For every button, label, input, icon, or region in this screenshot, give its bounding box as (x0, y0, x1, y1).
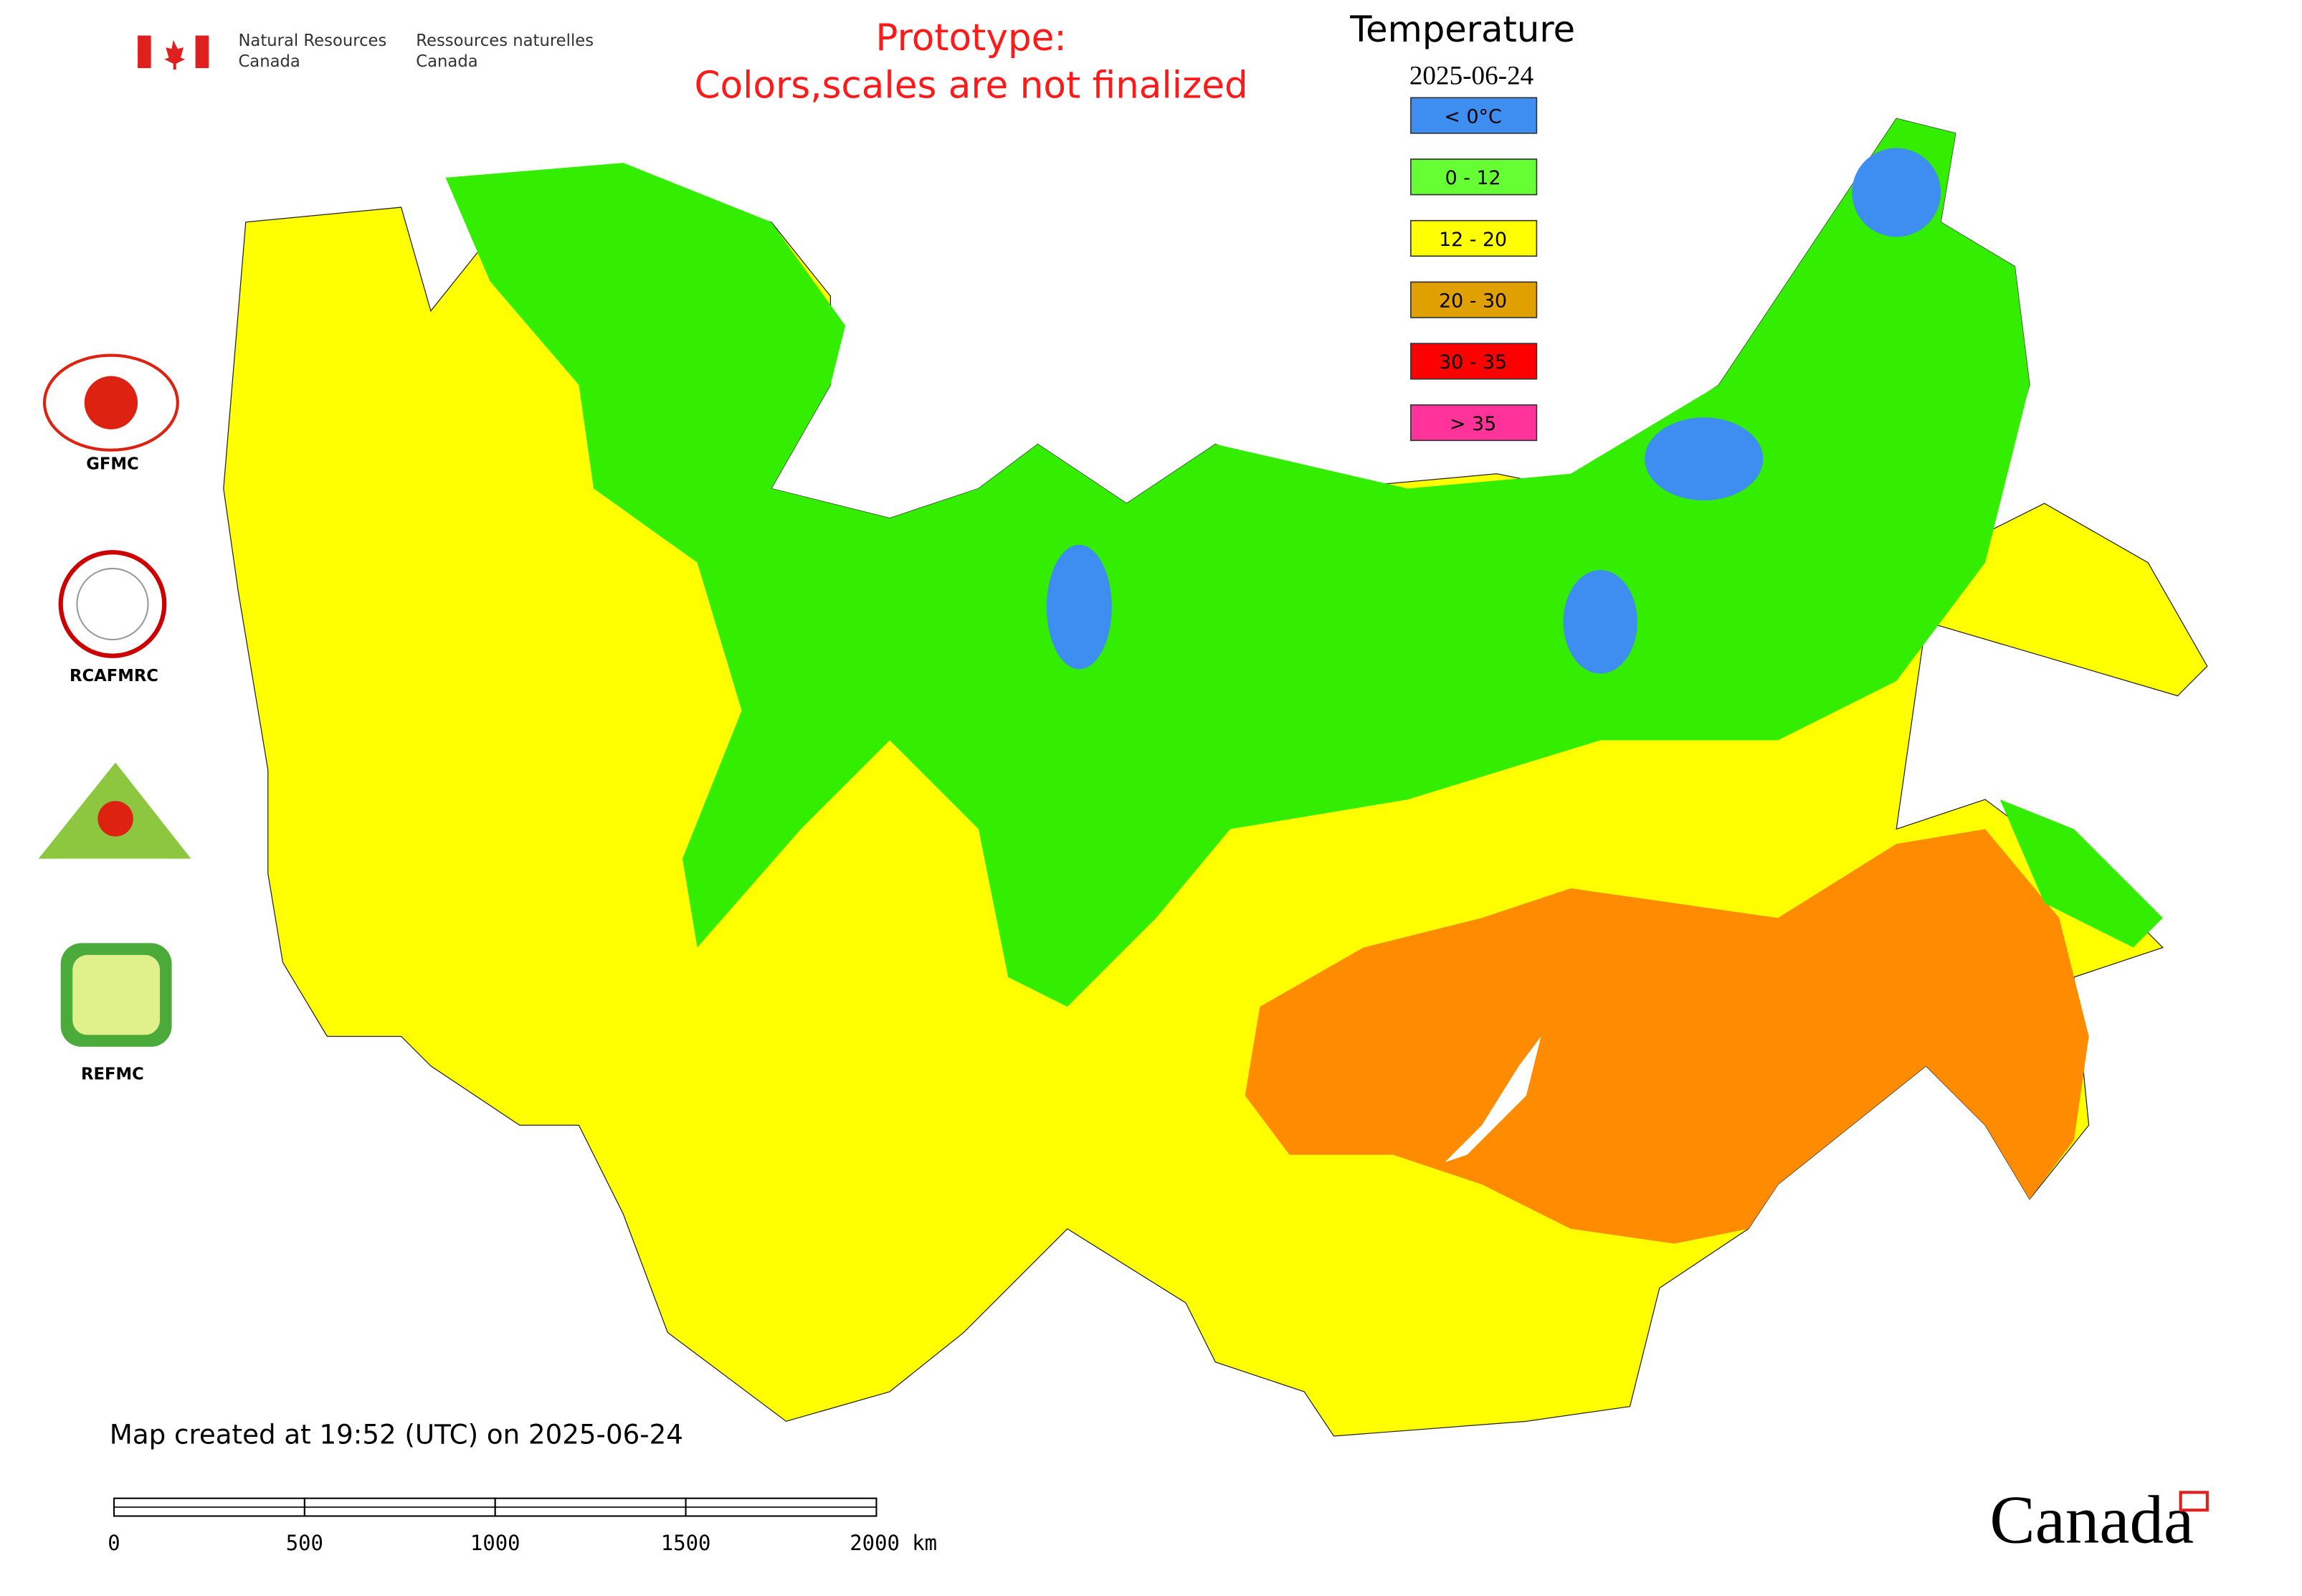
notice: Colors,scales are not finalized (694, 64, 1247, 107)
logo-label: RCAFMRC (70, 667, 158, 685)
legend-title: Temperature (1349, 9, 1575, 50)
scale-bar: 0 500 1000 1500 2000 km (108, 1497, 937, 1555)
dept-en: Natural Resources (238, 32, 386, 50)
legend-label: 30 - 35 (1439, 351, 1507, 374)
logo-label: GFMC (86, 455, 138, 474)
map (223, 118, 2208, 1437)
logo-label: REFMC (81, 1065, 144, 1083)
legend-label: > 35 (1450, 413, 1496, 435)
notice: Prototype: (875, 16, 1066, 60)
legend-label: < 0°C (1445, 105, 1502, 128)
dept-en: Canada (238, 52, 300, 71)
canada-wordmark: Canada (1989, 1482, 2194, 1558)
dept-fr: Ressources naturelles (416, 32, 594, 50)
legend-date: 2025-06-24 (1409, 62, 1533, 91)
legend-swatch (1410, 158, 1538, 196)
logo-reefmc (38, 762, 191, 859)
logo-refmc (60, 943, 172, 1047)
logo-gfmc (42, 353, 179, 452)
region-0-12 (1999, 799, 2163, 948)
scale-label: 0 (108, 1531, 120, 1555)
lake-baikal (1445, 1036, 1541, 1162)
scale-label: 1000 (470, 1531, 520, 1555)
region-0-12 (445, 118, 2030, 1007)
legend-swatch (1410, 97, 1538, 134)
legend-swatch (1410, 219, 1538, 257)
canada-flag (138, 35, 209, 70)
region-below-0 (1046, 544, 1112, 670)
wordmark-flag (2179, 1491, 2209, 1512)
created-note: Map created at 19:52 (UTC) on 2025-06-24 (110, 1419, 683, 1450)
dept-fr: Canada (416, 52, 477, 71)
legend-label: 0 - 12 (1445, 167, 1501, 189)
region-below-0 (1645, 417, 1764, 500)
legend-swatch (1410, 281, 1538, 318)
legend: < 0°C 0 - 12 12 - 20 20 - 30 30 - 35 > 35 (1410, 97, 1538, 442)
legend-swatch (1410, 404, 1538, 442)
legend-label: 20 - 30 (1439, 290, 1507, 312)
scale-label: 2000 km (850, 1531, 937, 1555)
region-below-0 (1852, 148, 1941, 237)
legend-swatch (1410, 343, 1538, 380)
scale-label: 1500 (661, 1531, 711, 1555)
logo-rcafmrc (58, 550, 167, 658)
legend-label: 12 - 20 (1439, 229, 1507, 251)
scale-label: 500 (286, 1531, 323, 1555)
region-20-30 (1245, 829, 2089, 1244)
region-below-0 (1563, 570, 1637, 674)
